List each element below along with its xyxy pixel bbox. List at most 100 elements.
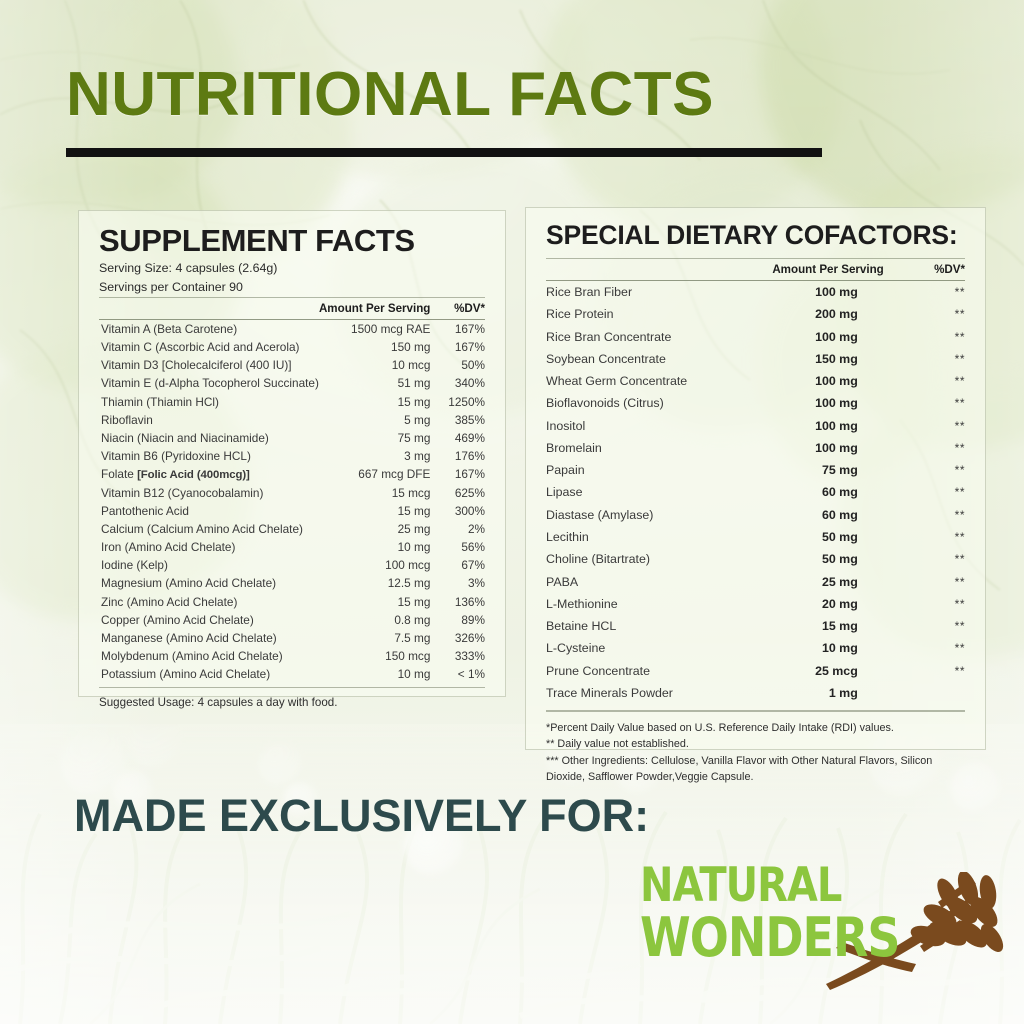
cofactor-daily-value: **: [954, 418, 965, 433]
table-row: L-Cysteine 10 mg **: [546, 637, 965, 659]
nutrient-daily-value: 300%: [454, 503, 485, 518]
serving-size: Serving Size: 4 capsules (2.64g): [99, 260, 278, 275]
cofactor-name: Prune Concentrate: [546, 663, 651, 678]
nutrient-name: Pantothenic Acid: [101, 503, 189, 518]
nutrient-amount: 10 mg: [397, 667, 431, 682]
nutrient-amount: 667 mcg DFE: [358, 467, 431, 482]
nutrient-name: Niacin (Niacin and Niacinamide): [101, 430, 269, 445]
nutrient-amount: 150 mcg: [385, 649, 431, 664]
supplement-facts-table: Amount Per Serving %DV* Vitamin A (Beta …: [99, 297, 485, 684]
table-row: L-Methionine 20 mg **: [546, 593, 965, 615]
nutrient-name: Vitamin C (Ascorbic Acid and Acerola): [101, 340, 300, 355]
cofactor-amount: 200 mg: [815, 307, 858, 322]
made-exclusively-for-heading: MADE EXCLUSIVELY FOR:: [74, 790, 650, 841]
column-header-amount: Amount Per Serving: [772, 262, 884, 276]
nutrient-daily-value: 167%: [454, 321, 485, 336]
nutrient-amount: 7.5 mg: [394, 631, 431, 646]
cofactor-name: Bromelain: [546, 440, 602, 455]
suggested-usage: Suggested Usage: 4 capsules a day with f…: [99, 695, 338, 709]
table-row: Rice Bran Fiber 100 mg **: [546, 280, 965, 303]
table-row: Magnesium (Amino Acid Chelate) 12.5 mg 3%: [99, 574, 485, 592]
nutrient-daily-value: 3%: [467, 576, 485, 591]
nutrient-amount: 15 mg: [397, 594, 431, 609]
nutrient-amount: 51 mg: [397, 376, 431, 391]
nutrient-name: Thiamin (Thiamin HCl): [101, 394, 219, 409]
cofactor-amount: 1 mg: [828, 686, 858, 701]
table-row: Zinc (Amino Acid Chelate) 15 mg 136%: [99, 593, 485, 611]
table-row: Bioflavonoids (Citrus) 100 mg **: [546, 392, 965, 414]
nutrient-daily-value: 333%: [454, 649, 485, 664]
cofactor-amount: 20 mg: [821, 596, 858, 611]
cofactor-name: Papain: [546, 463, 585, 478]
cofactor-name: L-Methionine: [546, 596, 618, 611]
nutrient-name: Molybdenum (Amino Acid Chelate): [101, 649, 283, 664]
table-row: PABA 25 mg **: [546, 570, 965, 592]
table-row: Calcium (Calcium Amino Acid Chelate) 25 m…: [99, 520, 485, 538]
nutrient-name: Potassium (Amino Acid Chelate): [101, 667, 271, 682]
nutrient-daily-value: 340%: [454, 376, 485, 391]
cofactor-amount: 50 mg: [821, 530, 858, 545]
nutrient-daily-value: 89%: [461, 612, 485, 627]
cofactor-amount: 10 mg: [821, 641, 858, 656]
nutrient-amount: 3 mg: [404, 449, 431, 464]
table-header-row: Amount Per Serving %DV*: [546, 258, 965, 281]
cofactor-name: Betaine HCL: [546, 619, 617, 634]
page-title: NUTRITIONAL FACTS: [66, 60, 714, 129]
table-row: Lecithin 50 mg **: [546, 526, 965, 548]
table-bottom-divider: [546, 710, 965, 713]
title-divider: [66, 148, 822, 157]
table-row: Vitamin B6 (Pyridoxine HCL) 3 mg 176%: [99, 447, 485, 465]
table-bottom-divider: [99, 686, 485, 688]
nutrient-daily-value: 136%: [454, 594, 485, 609]
nutrient-amount: 10 mcg: [391, 358, 431, 373]
column-header-amount: Amount Per Serving: [318, 301, 431, 315]
table-row: Betaine HCL 15 mg **: [546, 615, 965, 637]
cofactor-daily-value: [894, 682, 965, 704]
nutrient-daily-value: 50%: [461, 358, 485, 373]
cofactor-name: Soybean Concentrate: [546, 351, 666, 366]
nutrient-name: Calcium (Calcium Amino Acid Chelate): [101, 521, 303, 536]
column-header-dv: %DV*: [934, 262, 965, 276]
nutrient-daily-value: 67%: [461, 558, 485, 573]
cofactor-daily-value: **: [954, 485, 965, 500]
cofactor-amount: 60 mg: [821, 507, 858, 522]
cofactor-daily-value: **: [954, 663, 965, 678]
nutrient-name: Zinc (Amino Acid Chelate): [101, 594, 238, 609]
cofactor-name: Wheat Germ Concentrate: [546, 374, 688, 389]
table-row: Iodine (Kelp) 100 mcg 67%: [99, 556, 485, 574]
cofactor-daily-value: **: [954, 530, 965, 545]
table-row: Potassium (Amino Acid Chelate) 10 mg < 1%: [99, 665, 485, 683]
cofactor-amount: 60 mg: [821, 485, 858, 500]
table-row: Riboflavin 5 mg 385%: [99, 411, 485, 429]
table-row: Choline (Bitartrate) 50 mg **: [546, 548, 965, 570]
cofactor-name: Bioflavonoids (Citrus): [546, 396, 664, 411]
cofactor-name: Lipase: [546, 485, 583, 500]
nutrient-name: Copper (Amino Acid Chelate): [101, 612, 254, 627]
nutrient-amount: 15 mcg: [391, 485, 431, 500]
servings-per-container: Servings per Container 90: [99, 280, 243, 295]
cofactor-amount: 100 mg: [815, 440, 858, 455]
cofactor-daily-value: **: [954, 307, 965, 322]
footnote-line: *Percent Daily Value based on U.S. Refer…: [546, 722, 894, 735]
table-row: Vitamin B12 (Cyanocobalamin) 15 mcg 625%: [99, 483, 485, 501]
table-row: Rice Protein 200 mg **: [546, 303, 965, 325]
cofactor-amount: 150 mg: [815, 351, 858, 366]
table-row: Copper (Amino Acid Chelate) 0.8 mg 89%: [99, 611, 485, 629]
logo-line-2: WONDERS: [640, 905, 900, 969]
nutrient-daily-value: 56%: [461, 540, 485, 555]
cofactors-footnotes: *Percent Daily Value based on U.S. Refer…: [546, 720, 965, 785]
table-row: Vitamin A (Beta Carotene) 1500 mcg RAE 167…: [99, 319, 485, 338]
nutrient-daily-value: < 1%: [457, 667, 485, 682]
footnote-line: *** Other Ingredients: Cellulose, Vanill…: [546, 754, 933, 783]
table-row: Lipase 60 mg **: [546, 481, 965, 503]
cofactor-name: Choline (Bitartrate): [546, 552, 650, 567]
cofactor-name: Diastase (Amylase): [546, 507, 654, 522]
cofactor-name: Rice Bran Fiber: [546, 284, 633, 299]
nutrient-name: Iodine (Kelp): [101, 558, 168, 573]
nutrient-amount: 150 mg: [391, 340, 431, 355]
nutrient-amount: 25 mg: [397, 521, 431, 536]
nutrient-amount: 10 mg: [397, 540, 431, 555]
cofactor-daily-value: **: [954, 574, 965, 589]
cofactor-amount: 25 mcg: [815, 663, 858, 678]
column-header-name: [99, 297, 319, 319]
